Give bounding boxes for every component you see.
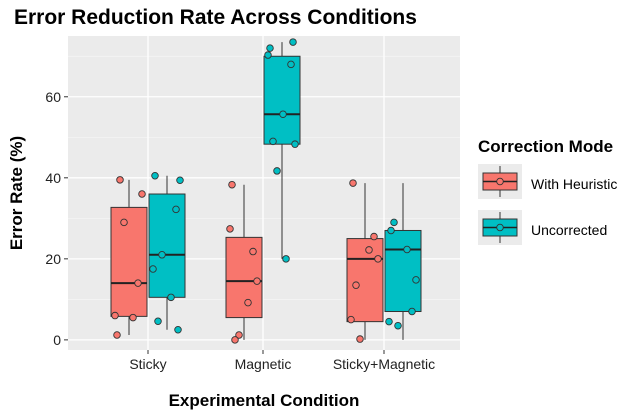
data-point-uncorrected	[412, 276, 420, 284]
data-point-with-heuristic	[138, 190, 146, 198]
data-point-uncorrected	[385, 317, 393, 326]
data-point-uncorrected	[154, 317, 162, 325]
data-point-uncorrected	[282, 255, 290, 263]
data-point-uncorrected	[266, 44, 274, 52]
data-point-uncorrected	[273, 167, 281, 175]
data-point-uncorrected	[151, 172, 159, 180]
box-uncorrected	[384, 229, 422, 313]
data-point-uncorrected	[158, 251, 166, 259]
data-point-with-heuristic	[249, 247, 257, 256]
data-point-uncorrected	[264, 51, 272, 59]
data-point-uncorrected	[287, 60, 295, 69]
data-point-uncorrected	[269, 137, 277, 146]
x-tick-label: Sticky+Magnetic	[333, 356, 435, 372]
legend-label-with-heuristic: With Heuristic	[531, 176, 617, 192]
data-point-with-heuristic	[120, 218, 128, 227]
data-point-uncorrected	[289, 38, 297, 46]
legend-key-with-heuristic	[478, 164, 522, 199]
data-point-uncorrected	[167, 293, 175, 302]
chart-title: Error Reduction Rate Across Conditions	[14, 6, 417, 29]
legend-key-point	[496, 177, 504, 186]
x-axis-title: Experimental Condition	[169, 391, 360, 410]
legend-label-uncorrected: Uncorrected	[531, 222, 607, 238]
data-point-with-heuristic	[365, 246, 373, 254]
box-uncorrected	[263, 55, 301, 145]
data-point-with-heuristic	[235, 331, 243, 339]
y-tick-label: 20	[45, 251, 61, 267]
data-point-with-heuristic	[244, 298, 252, 307]
data-point-uncorrected	[408, 307, 416, 316]
data-point-uncorrected	[176, 176, 184, 184]
y-axis-title: Error Rate (%)	[7, 136, 26, 250]
data-point-with-heuristic	[111, 311, 119, 320]
data-point-with-heuristic	[253, 277, 261, 285]
data-point-uncorrected	[390, 218, 398, 227]
y-tick-label: 0	[53, 332, 61, 348]
data-point-uncorrected	[394, 321, 402, 330]
data-point-with-heuristic	[129, 313, 137, 322]
x-tick-label: Sticky	[129, 356, 166, 372]
data-point-with-heuristic	[226, 225, 234, 233]
data-point-with-heuristic	[113, 331, 121, 339]
data-point-with-heuristic	[370, 232, 378, 241]
legend-title: Correction Mode	[478, 137, 613, 156]
data-point-uncorrected	[387, 226, 395, 235]
box-with-heuristic	[346, 238, 384, 323]
data-point-with-heuristic	[116, 176, 124, 184]
data-point-with-heuristic	[231, 336, 239, 344]
data-point-uncorrected	[279, 110, 287, 118]
data-point-with-heuristic	[374, 255, 382, 263]
data-point-with-heuristic	[356, 335, 364, 343]
data-point-uncorrected	[403, 245, 411, 254]
legend-key-point	[496, 223, 504, 232]
data-point-uncorrected	[291, 140, 299, 148]
legend-key-uncorrected	[478, 210, 522, 245]
data-point-with-heuristic	[228, 180, 236, 189]
y-tick-label: 60	[45, 89, 61, 105]
data-point-with-heuristic	[349, 179, 357, 187]
box-with-heuristic	[110, 206, 148, 317]
data-point-uncorrected	[172, 205, 180, 214]
data-point-uncorrected	[149, 265, 157, 273]
data-point-uncorrected	[174, 325, 182, 334]
legend: Correction Mode With Heuristic Uncorrect…	[478, 137, 617, 245]
data-point-with-heuristic	[347, 315, 355, 324]
x-tick-label: Magnetic	[235, 356, 292, 372]
data-point-with-heuristic	[134, 279, 142, 287]
y-tick-label: 40	[45, 170, 61, 186]
data-point-with-heuristic	[352, 281, 360, 289]
